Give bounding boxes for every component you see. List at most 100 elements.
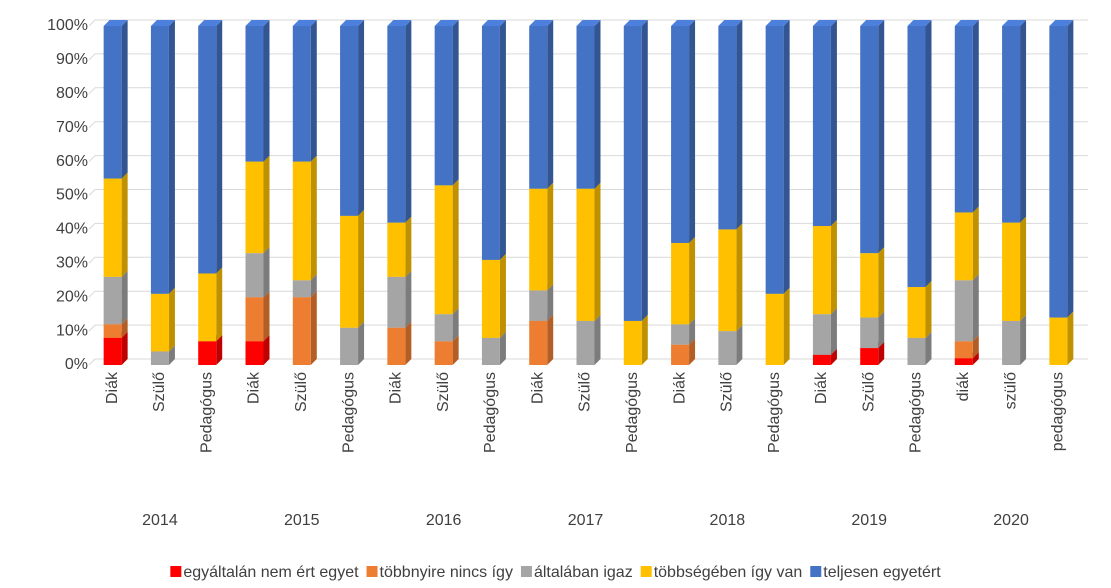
bar-side [216, 335, 223, 365]
bar [103, 178, 122, 277]
bar [860, 253, 879, 318]
bar-side [358, 20, 365, 216]
bar-side [594, 314, 601, 365]
bar-top [292, 20, 317, 26]
bar [387, 222, 406, 277]
legend: egyáltalán nem ért egyet többnyire nincs … [170, 564, 941, 581]
bar [150, 293, 169, 352]
bar [623, 320, 642, 365]
bar-side [1067, 20, 1074, 318]
bar-side [121, 331, 128, 365]
bar [198, 341, 217, 365]
group-label: 2018 [710, 512, 746, 529]
bar [765, 293, 784, 365]
grid-line [88, 324, 1088, 332]
legend-label: többnyire nincs így [380, 564, 513, 581]
bar [481, 26, 500, 260]
bar-side [972, 352, 979, 365]
y-tick-label: 20% [56, 288, 88, 305]
bar-side [310, 155, 317, 281]
bar-top [765, 20, 790, 26]
bar-side [216, 20, 223, 274]
y-tick-label: 0% [65, 356, 88, 373]
group-label: 2014 [142, 512, 178, 529]
bar-side [358, 209, 365, 328]
x-tick-label: Pedagógus [482, 372, 499, 453]
grid-line [88, 155, 1088, 162]
grid-line [88, 290, 1088, 298]
grid-line [88, 87, 1088, 95]
bar [907, 337, 926, 365]
bar-top [954, 20, 979, 26]
bar-side [783, 20, 790, 294]
grid-line [88, 121, 1088, 129]
bar-top [860, 20, 885, 26]
bar-side [972, 335, 979, 359]
bar-top [812, 20, 837, 26]
bar [198, 26, 217, 274]
bar-side [1020, 314, 1027, 365]
bar [671, 344, 690, 365]
bar-top [718, 20, 743, 26]
bar [529, 188, 548, 291]
bar-side [263, 291, 270, 342]
bar-side [1020, 20, 1027, 223]
legend-label: egyáltalán nem ért egyet [183, 564, 359, 581]
bar [245, 253, 264, 298]
bar-side [405, 321, 412, 365]
bar-side [689, 338, 696, 365]
bar [623, 26, 642, 321]
bar [245, 26, 264, 162]
bar [292, 161, 311, 281]
bar-side [216, 267, 223, 342]
bar [340, 26, 359, 216]
bar-side [405, 270, 412, 328]
bar [954, 280, 973, 342]
bar-side [168, 345, 175, 365]
x-tick-label: diák [955, 371, 972, 401]
grid-line [88, 19, 1088, 27]
x-tick-label: Pedagógus [340, 372, 357, 453]
legend-swatch [520, 566, 532, 577]
bar [860, 348, 879, 365]
bar-side [925, 331, 932, 365]
bar [907, 287, 926, 338]
bar [1002, 320, 1021, 365]
bar-side [878, 342, 885, 365]
bar-side [452, 308, 459, 342]
bar [292, 297, 311, 365]
grid-line [88, 189, 1088, 196]
bar-top [529, 20, 554, 26]
group-label: 2017 [568, 512, 604, 529]
bar-side [641, 20, 648, 321]
bar-top [1049, 20, 1074, 26]
bar [150, 351, 169, 365]
bar-side [263, 247, 270, 298]
bar [954, 341, 973, 359]
y-tick-label: 50% [56, 187, 88, 204]
bar [434, 314, 453, 342]
bar [434, 26, 453, 186]
bar-side [972, 20, 979, 213]
bar-side [121, 318, 128, 338]
bar [1049, 26, 1068, 318]
x-tick-label: pedagógus [1050, 372, 1067, 451]
bar [860, 317, 879, 349]
bar-side [594, 182, 601, 321]
bar [671, 324, 690, 345]
bar-top [434, 20, 459, 26]
x-tick-label: Szülő [151, 372, 168, 412]
bar-side [972, 274, 979, 342]
bar-top [103, 20, 128, 26]
group-label: 2015 [284, 512, 320, 529]
bar [718, 26, 737, 230]
bar [954, 212, 973, 281]
bar-side [925, 20, 932, 288]
bar-top [576, 20, 601, 26]
bar-side [121, 172, 128, 277]
legend-label: többségében így van [654, 564, 803, 581]
bar-side [405, 216, 412, 277]
legend-label: általában igaz [534, 564, 633, 581]
bar [529, 26, 548, 189]
